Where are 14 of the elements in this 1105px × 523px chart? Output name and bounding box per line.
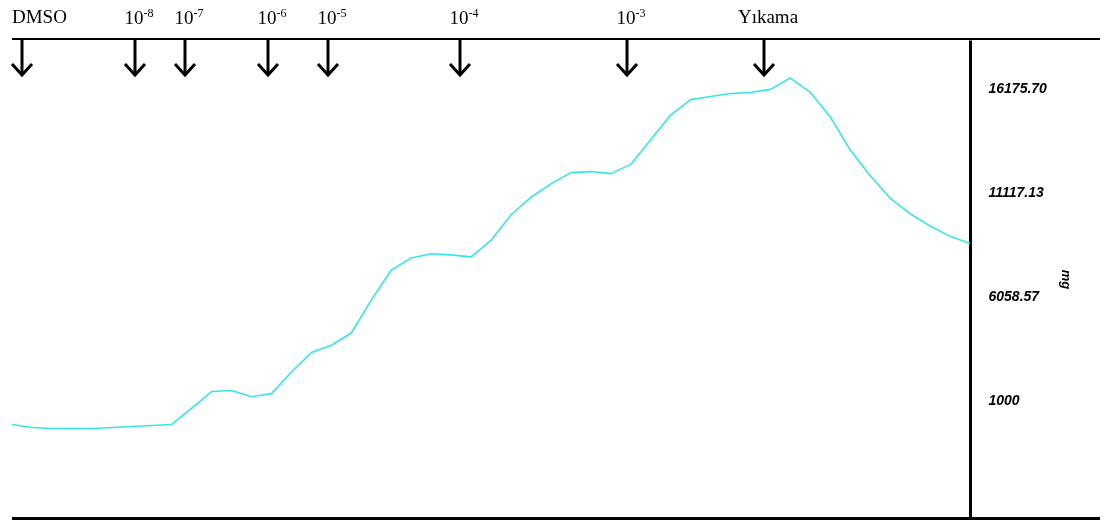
text: DMSO [12,6,67,28]
y-tick-label: 16175.70 [988,80,1048,97]
text: 10$^{-7}$ [174,6,204,30]
y-axis-title: mg [1058,269,1074,290]
text: 10$^{-3}$ [616,6,646,30]
y-tick-label: 1000 [988,392,1020,409]
line-series [11,77,971,430]
text: 10$^{-8}$ [124,6,154,30]
y-tick-label: 6058.57 [988,288,1041,305]
y-tick-label: 11117.13 [988,184,1044,201]
text: 10$^{-5}$ [317,6,347,30]
text: 10$^{-6}$ [257,6,287,30]
text: 10$^{-4}$ [449,6,479,30]
text: Yıkama [737,6,799,28]
